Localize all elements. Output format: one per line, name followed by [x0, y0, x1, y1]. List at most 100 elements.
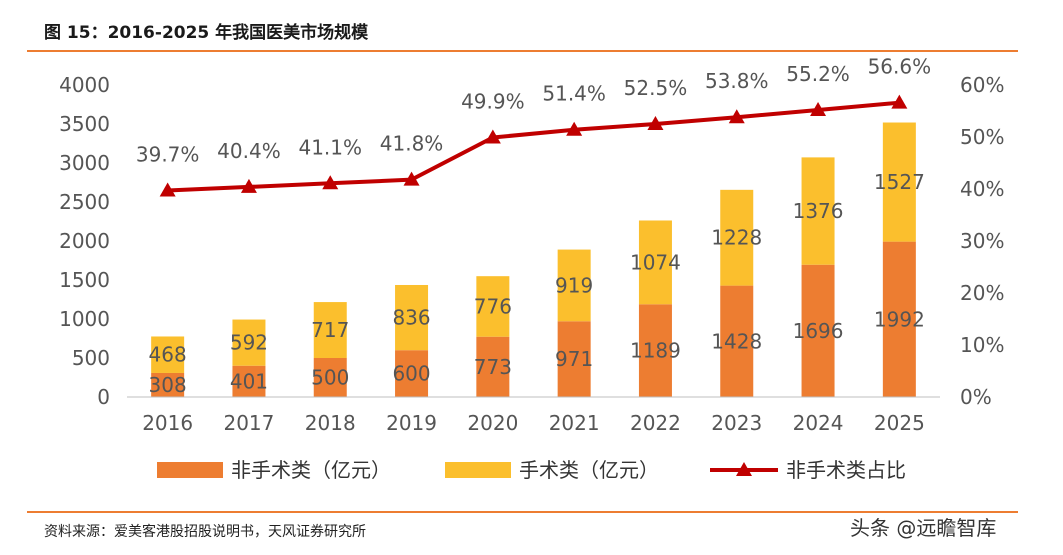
ratio-marker: [484, 129, 501, 144]
bar-non-surgical: [476, 336, 510, 397]
figure-title: 图 15：2016-2025 年我国医美市场规模: [44, 23, 369, 43]
source-rule: [27, 511, 1018, 513]
bar-non-surgical: [557, 321, 591, 397]
axes-layer: 2016 2017 2018 2019 2020 2021 2022 2023 2024 2025…: [59, 73, 1004, 435]
x-tick-label: 2019: [386, 411, 437, 435]
y2-tick-label: 50%: [960, 125, 1004, 149]
data-label-non-surgical: 500: [311, 366, 349, 390]
y2-tick-label: 60%: [960, 73, 1004, 97]
bar-non-surgical: [882, 241, 916, 397]
ratio-marker: [403, 171, 420, 186]
data-label-non-surgical: 1428: [711, 329, 762, 353]
data-label-surgical: 1228: [711, 226, 762, 250]
data-label-non-surgical: 1992: [874, 307, 925, 331]
ratio-marker: [891, 94, 908, 109]
bar-non-surgical: [720, 285, 754, 397]
bar-labels-layer: 308 468 401 592 500 717 600 836 773 776 971 919 1189…: [149, 170, 925, 397]
x-tick-label: 2023: [711, 411, 762, 435]
legend-swatch-surgical: [445, 462, 511, 478]
data-label-surgical: 1527: [874, 170, 925, 194]
bar-surgical: [638, 220, 672, 305]
bar-surgical: [232, 319, 266, 366]
y2-tick-label: 10%: [960, 333, 1004, 357]
bar-non-surgical: [638, 304, 672, 397]
x-tick-label: 2020: [467, 411, 518, 435]
data-label-non-surgical: 1189: [630, 339, 681, 363]
y2-tick-label: 30%: [960, 229, 1004, 253]
ratio-data-label: 39.7%: [136, 143, 200, 167]
ratio-marker: [159, 182, 176, 197]
legend-swatch-non-surgical: [157, 462, 223, 478]
ratio-marker: [810, 101, 827, 116]
ratio-marker: [322, 175, 339, 190]
y-tick-label: 0: [97, 385, 110, 409]
ratio-marker: [647, 116, 664, 130]
ratio-line: [167, 100, 900, 193]
ratio-data-label: 55.2%: [786, 62, 850, 86]
data-label-surgical: 592: [230, 331, 268, 355]
bar-non-surgical: [232, 365, 266, 397]
source-note: 资料来源：爱美客港股招股说明书，天风证券研究所: [44, 524, 366, 540]
ratio-marker: [566, 121, 583, 136]
watermark: 头条 @远瞻智库: [850, 516, 997, 540]
ratio-data-label: 52.5%: [624, 76, 688, 100]
y-tick-label: 4000: [59, 73, 110, 97]
bar-surgical: [720, 189, 754, 286]
bar-non-surgical: [313, 358, 347, 397]
ratio-data-label: 49.9%: [461, 90, 525, 114]
data-label-surgical: 836: [392, 306, 430, 330]
bar-surgical: [395, 284, 429, 351]
ratio-data-label: 51.4%: [542, 82, 606, 106]
data-label-surgical: 1376: [793, 199, 844, 223]
bar-surgical: [476, 276, 510, 337]
x-tick-label: 2016: [142, 411, 193, 435]
y2-tick-label: 40%: [960, 177, 1004, 201]
bar-surgical: [801, 157, 835, 265]
data-label-non-surgical: 971: [555, 347, 593, 371]
x-tick-label: 2021: [549, 411, 600, 435]
ratio-marker: [240, 178, 257, 193]
bar-surgical: [151, 336, 185, 373]
y-tick-label: 2000: [59, 229, 110, 253]
ratio-data-label: 53.8%: [705, 69, 769, 93]
data-label-surgical: 717: [311, 318, 349, 342]
y-tick-label: 1000: [59, 307, 110, 331]
data-label-non-surgical: 401: [230, 369, 268, 393]
legend-label-ratio: 非手术类占比: [786, 458, 906, 482]
data-label-non-surgical: 773: [474, 355, 512, 379]
data-label-non-surgical: 1696: [793, 319, 844, 343]
data-label-surgical: 776: [474, 294, 512, 318]
legend-label-non-surgical: 非手术类（亿元）: [231, 458, 391, 482]
ratio-marker: [728, 109, 745, 124]
y2-tick-label: 20%: [960, 281, 1004, 305]
ratio-data-label: 40.4%: [217, 139, 281, 163]
x-tick-label: 2018: [305, 411, 356, 435]
bar-surgical: [313, 302, 347, 358]
bar-surgical: [557, 249, 591, 322]
bar-non-surgical: [151, 372, 185, 397]
ratio-data-label: 41.1%: [298, 135, 362, 159]
ratio-data-label: 41.8%: [380, 132, 444, 156]
ratio-data-label: 56.6%: [868, 55, 932, 79]
data-label-surgical: 919: [555, 273, 593, 297]
data-label-surgical: 1074: [630, 250, 681, 274]
x-tick-label: 2025: [874, 411, 925, 435]
y2-tick-label: 0%: [960, 385, 992, 409]
y-tick-label: 3000: [59, 151, 110, 175]
bars-layer: [151, 122, 916, 397]
x-tick-label: 2024: [793, 411, 844, 435]
bar-surgical: [882, 122, 916, 242]
data-label-surgical: 468: [149, 343, 187, 367]
y-tick-label: 1500: [59, 268, 110, 292]
legend: 非手术类（亿元） 手术类（亿元） 非手术类占比: [157, 458, 906, 482]
legend-marker-ratio: [736, 462, 752, 476]
x-tick-label: 2022: [630, 411, 681, 435]
y-tick-label: 2500: [59, 190, 110, 214]
data-label-non-surgical: 600: [392, 362, 430, 386]
data-label-non-surgical: 308: [149, 373, 187, 397]
title-rule: [27, 50, 1018, 52]
ratio-line-layer: 39.7% 40.4% 41.1% 41.8% 49.9% 51.4% 52.5% 53.8%…: [136, 55, 931, 197]
y-tick-label: 500: [72, 346, 110, 370]
y-tick-label: 3500: [59, 112, 110, 136]
